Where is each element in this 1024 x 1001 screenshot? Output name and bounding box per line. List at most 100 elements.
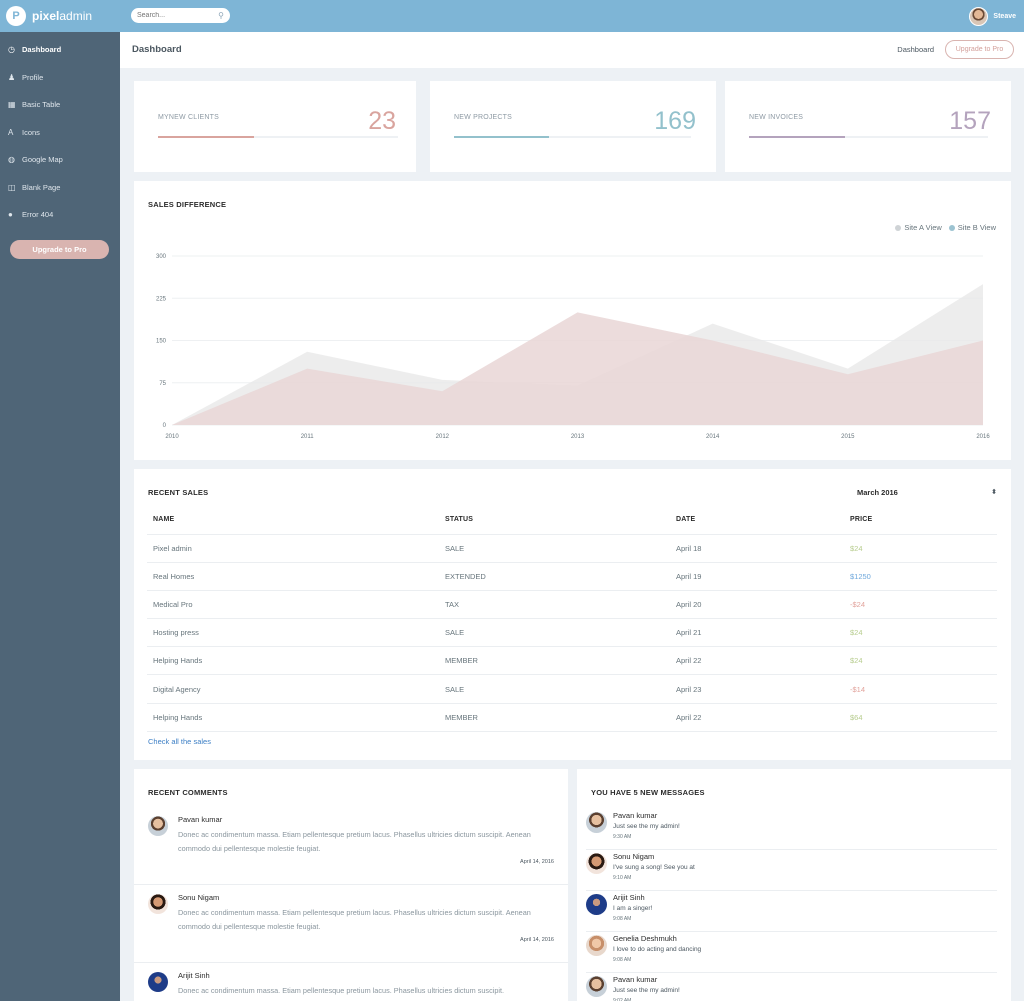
stat-card-clients: MYNEW CLIENTS 23 [134,81,416,172]
x-tick-label: 2011 [301,434,315,440]
legend-item-site-a: Site A View [895,223,942,232]
table-row: Medical Pro TAX April 20 -$24 [147,590,997,620]
col-name: NAME [147,505,439,535]
sidebar-item-profile[interactable]: ♟ Profile [0,64,120,92]
comment-item: Arijit Sinh Donec ac condimentum massa. E… [134,963,568,1001]
message-sender: Arijit Sinh [613,893,645,902]
sidebar-item-icons[interactable]: A Icons [0,119,120,147]
recent-comments-card: RECENT COMMENTS Pavan kumar Donec ac cond… [134,769,568,1001]
x-tick-label: 2012 [436,434,450,440]
sale-name: Helping Hands [147,646,439,676]
message-item[interactable]: Arijit Sinh I am a singer! 9:08 AM [586,891,997,932]
info-icon: ● [8,210,13,220]
sidebar-item-blank-page[interactable]: ◫ Blank Page [0,174,120,202]
breadcrumb[interactable]: Dashboard [897,45,934,54]
y-tick-label: 300 [156,254,167,260]
message-item[interactable]: Pavan kumar Just see the my admin! 9:02 AM [586,973,997,1001]
sale-date: April 19 [670,562,844,591]
month-select[interactable]: March 2016 ⬍ [857,488,997,497]
sidebar-item-basic-table[interactable]: ▦ Basic Table [0,91,120,119]
brand-name: pixeladmin [32,9,93,23]
top-bar: P pixeladmin ⚲ Steave [0,0,1024,32]
recent-sales-title: RECENT SALES [148,488,209,497]
stat-value: 157 [949,107,991,135]
x-tick-label: 2014 [706,434,720,440]
sale-date: April 18 [670,534,844,563]
chart-title: SALES DIFFERENCE [148,200,227,209]
col-date: DATE [670,505,844,535]
avatar [586,935,607,956]
chart-legend: Site A View Site B View [895,223,996,232]
y-tick-label: 0 [163,423,167,429]
message-time: 9:30 AM [613,834,632,840]
sales-difference-chart: 0 75 150 225 300 2010 2011 2012 2013 2014 2015 2016 [156,254,990,440]
y-tick-label: 75 [159,381,166,387]
comment-author: Sonu Nigam [178,893,220,902]
stat-value: 169 [654,107,696,135]
sale-date: April 22 [670,703,844,732]
sidebar-item-label: Profile [22,72,44,82]
sale-price: -$24 [844,590,997,620]
stat-progress-fill [158,136,254,138]
legend-item-site-b: Site B View [948,223,996,232]
table-icon: ▦ [8,100,16,110]
search-input[interactable] [137,12,217,19]
legend-dot [895,225,902,231]
avatar [148,816,168,836]
font-icon: A [8,127,14,137]
comment-text: Donec ac condimentum massa. Etiam pellen… [178,986,505,995]
sidebar-item-label: Error 404 [22,210,54,220]
clock-icon: ◷ [8,45,15,55]
message-text: I love to do acting and dancing [613,946,702,953]
message-sender: Sonu Nigam [613,852,655,861]
check-all-sales-link[interactable]: Check all the sales [148,737,211,746]
comment-text: Donec ac condimentum massa. Etiam pellen… [178,830,531,853]
logo[interactable]: P pixeladmin [0,0,120,32]
message-item[interactable]: Pavan kumar Just see the my admin! 9:30 AM [586,809,997,850]
sale-status: MEMBER [439,703,670,732]
message-time: 9:02 AM [613,998,632,1001]
message-sender: Genelia Deshmukh [613,934,677,943]
message-item[interactable]: Genelia Deshmukh I love to do acting and … [586,932,997,973]
table-row: Digital Agency SALE April 23 -$14 [147,674,997,704]
sale-status: SALE [439,618,670,648]
upgrade-to-pro-header-button[interactable]: Upgrade to Pro [945,40,1014,59]
stat-card-invoices: NEW INVOICES 157 [725,81,1011,172]
x-tick-label: 2013 [571,434,585,440]
avatar [969,6,989,26]
avatar [586,894,607,915]
stat-label: MYNEW CLIENTS [158,114,219,121]
sales-table-body: Pixel admin SALE April 18 $24 Real Homes EXTE… [147,534,997,732]
comment-date: April 14, 2016 [520,859,554,865]
columns-icon: ◫ [8,182,16,192]
sale-date: April 23 [670,674,844,704]
stat-label: NEW INVOICES [749,114,804,121]
sale-price: -$14 [844,674,997,704]
sale-name: Helping Hands [147,703,439,732]
sidebar-item-error-404[interactable]: ● Error 404 [0,201,120,229]
stat-progress [454,136,691,138]
recent-sales-card: RECENT SALES March 2016 ⬍ NAME STATUS DAT… [134,469,1011,760]
message-text: Just see the my admin! [613,987,680,994]
table-row: Helping Hands MEMBER April 22 $64 [147,703,997,732]
sidebar-item-dashboard[interactable]: ◷ Dashboard [0,36,120,64]
upgrade-to-pro-button[interactable]: Upgrade to Pro [10,239,109,259]
search-icon[interactable]: ⚲ [218,11,224,20]
sale-name: Real Homes [147,562,439,591]
y-tick-label: 225 [156,296,167,302]
message-item[interactable]: Sonu Nigam I've sung a song! See you at 9:… [586,850,997,891]
sale-price: $1250 [844,562,997,591]
avatar [586,976,607,997]
user-menu[interactable]: Steave [969,5,1016,27]
sale-price: $24 [844,618,997,648]
sidebar-item-label: Basic Table [22,100,61,110]
avatar [586,812,607,833]
select-arrows-icon: ⬍ [991,489,997,496]
user-icon: ♟ [8,72,16,82]
messages-title: YOU HAVE 5 NEW MESSAGES [591,788,705,797]
table-row: Hosting press SALE April 21 $24 [147,618,997,648]
sidebar-item-google-map[interactable]: ◍ Google Map [0,146,120,174]
table-row: Real Homes EXTENDED April 19 $1250 [147,562,997,591]
x-tick-label: 2016 [976,434,990,440]
sale-name: Digital Agency [147,674,439,704]
